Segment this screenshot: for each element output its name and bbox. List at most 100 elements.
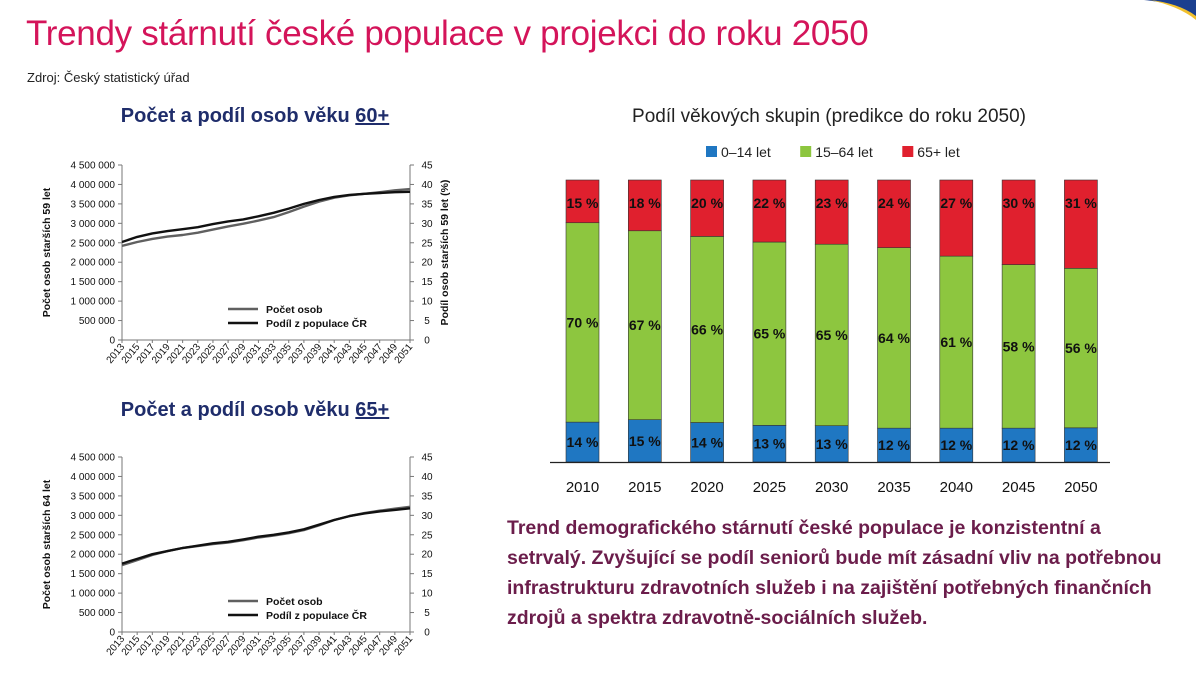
y-tick-label: 500 000 <box>79 608 116 619</box>
bar-segment <box>1001 264 1036 429</box>
y2-tick-label: 0 <box>424 336 430 347</box>
y-tick-label: 1 000 000 <box>71 589 116 600</box>
x-category-label: 2050 <box>1064 479 1097 496</box>
x-category-label: 2010 <box>566 479 599 496</box>
y2-tick-label: 30 <box>421 511 433 522</box>
bar-data-label: 18 % <box>629 195 661 211</box>
bar-data-label: 12 % <box>878 437 910 453</box>
x-category-label: 2030 <box>815 479 848 496</box>
stacked-chart-title: Podíl věkových skupin (predikce do roku … <box>632 106 1026 127</box>
y-tick-label: 3 500 000 <box>71 491 116 502</box>
legend-swatch <box>800 146 812 157</box>
bar-data-label: 12 % <box>1065 437 1097 453</box>
legend-label: 65+ let <box>917 144 960 160</box>
y-tick-label: 1 500 000 <box>71 569 116 580</box>
y-tick-label: 2 500 000 <box>71 238 116 249</box>
y2-tick-label: 0 <box>424 628 430 639</box>
y-tick-label: 4 500 000 <box>71 161 116 172</box>
x-tick-label: 2051 <box>393 634 416 658</box>
chart-65-title-text: Počet a podíl osob věku <box>120 399 350 421</box>
y-tick-label: 2 500 000 <box>71 530 116 541</box>
bar-segment <box>752 241 787 426</box>
bar-segment <box>565 222 600 423</box>
y2-tick-label: 20 <box>421 550 433 561</box>
bar-segment <box>690 179 724 237</box>
bar-data-label: 58 % <box>1003 338 1035 354</box>
y2-tick-label: 15 <box>421 569 433 580</box>
y-axis-title: Počet osob starších 64 let <box>41 479 53 609</box>
bar-data-label: 66 % <box>691 321 723 337</box>
conclusion-text: Trend demografického stárnutí české popu… <box>507 517 1162 629</box>
y-tick-label: 500 000 <box>79 316 116 327</box>
chart-65-title-highlight: 65+ <box>355 399 390 421</box>
bar-segment <box>627 179 662 232</box>
chart-60-title: Počet a podíl osob věku 60+ <box>40 105 470 128</box>
y2-tick-label: 45 <box>421 453 433 464</box>
bar-data-label: 64 % <box>878 330 910 346</box>
page-title: Trendy stárnutí české populace v projekc… <box>26 14 869 53</box>
y2-axis-title: Podíl osob starších 59 let (%) <box>439 180 451 326</box>
legend-swatch <box>706 146 717 157</box>
legend-label: Podíl z populace ČR <box>266 317 367 330</box>
y-tick-label: 2 000 000 <box>71 550 116 561</box>
bar-segment <box>877 179 911 248</box>
bar-segment <box>877 247 911 429</box>
bar-segment <box>690 236 724 423</box>
bar-data-label: 12 % <box>1003 437 1035 453</box>
bar-data-label: 22 % <box>753 195 785 211</box>
y2-tick-label: 10 <box>421 297 433 308</box>
series-line-podil-z-populace <box>121 507 411 565</box>
y2-tick-label: 10 <box>421 589 433 600</box>
bar-segment <box>1001 427 1036 463</box>
bar-segment <box>1064 268 1098 429</box>
bar-segment <box>565 421 600 463</box>
bar-data-label: 27 % <box>940 195 972 211</box>
bar-data-label: 70 % <box>567 314 599 330</box>
y2-tick-label: 35 <box>421 199 433 210</box>
bar-data-label: 30 % <box>1003 195 1035 211</box>
bar-segment <box>752 425 787 463</box>
series-line-podil-z-populace <box>121 190 411 244</box>
chart-65-title: Počet a podíl osob věku 65+ <box>40 399 470 422</box>
y-tick-label: 2 000 000 <box>71 258 116 269</box>
bar-data-label: 13 % <box>816 436 848 452</box>
bar-segment <box>939 255 974 429</box>
y2-tick-label: 35 <box>421 491 433 502</box>
bar-data-label: 14 % <box>567 434 599 450</box>
bar-segment <box>814 425 849 463</box>
bar-data-label: 67 % <box>629 317 661 333</box>
bar-data-label: 20 % <box>691 195 723 211</box>
bar-data-label: 12 % <box>940 437 972 453</box>
y-tick-label: 1 000 000 <box>71 297 116 308</box>
bar-segment <box>1064 179 1098 269</box>
y2-tick-label: 40 <box>421 180 433 191</box>
x-category-label: 2035 <box>877 479 910 496</box>
y-tick-label: 0 <box>109 336 115 347</box>
y2-tick-label: 25 <box>421 238 433 249</box>
chart-60-title-text: Počet a podíl osob věku <box>120 105 350 127</box>
x-category-label: 2025 <box>753 479 786 496</box>
bar-data-label: 14 % <box>691 434 723 450</box>
chart-65-plus: 0 500 000 1 000 000 1 500 000 2 000 000 2 500… <box>41 453 433 658</box>
y-tick-label: 1 500 000 <box>71 277 116 288</box>
y-tick-label: 4 000 000 <box>71 180 116 191</box>
bar-data-label: 31 % <box>1065 195 1097 211</box>
legend-label: 0–14 let <box>721 144 771 160</box>
chart-60-plus: 0 500 000 1 000 000 1 500 000 2 000 000 2 500… <box>41 161 451 366</box>
y-tick-label: 3 500 000 <box>71 199 116 210</box>
bar-data-label: 23 % <box>816 195 848 211</box>
bar-segment <box>939 427 974 463</box>
y-axis-title: Počet osob starších 59 let <box>41 187 53 317</box>
bar-data-label: 61 % <box>940 334 972 350</box>
source-note: Zdroj: Český statistický úřad <box>27 70 190 85</box>
legend-label: Podíl z populace ČR <box>266 609 367 622</box>
x-category-label: 2020 <box>690 479 723 496</box>
y-tick-label: 4 500 000 <box>71 453 116 464</box>
legend-label: 15–64 let <box>815 144 873 160</box>
bar-data-label: 56 % <box>1065 340 1097 356</box>
bar-data-label: 65 % <box>816 327 848 343</box>
legend-label: Počet osob <box>266 596 323 608</box>
chart-60-title-highlight: 60+ <box>355 105 390 127</box>
bar-segment <box>814 179 849 245</box>
y2-tick-label: 20 <box>421 258 433 269</box>
